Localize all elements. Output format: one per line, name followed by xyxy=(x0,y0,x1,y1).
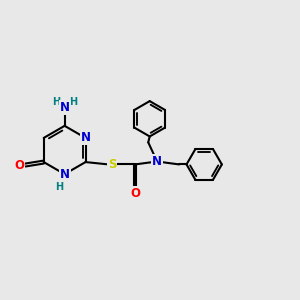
Text: N: N xyxy=(60,101,70,114)
Text: N: N xyxy=(60,168,70,181)
Text: O: O xyxy=(14,158,24,172)
Text: S: S xyxy=(108,158,116,171)
Text: N: N xyxy=(152,155,162,168)
Text: H: H xyxy=(69,97,77,107)
Text: H: H xyxy=(55,182,63,192)
Text: O: O xyxy=(130,188,140,200)
Text: H: H xyxy=(52,97,60,107)
Text: N: N xyxy=(80,131,91,144)
